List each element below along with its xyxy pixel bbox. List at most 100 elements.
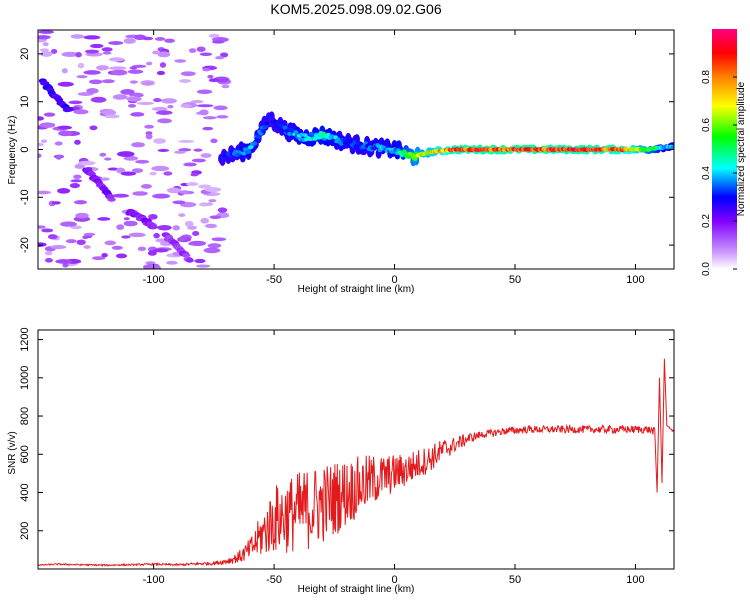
spectrogram-streak xyxy=(149,224,158,230)
spectrogram-speckle xyxy=(200,153,212,158)
spectrogram-heatmap xyxy=(38,30,674,269)
spectrogram-speckle xyxy=(108,41,124,45)
y-tick-label: 200 xyxy=(19,522,31,540)
spectrogram-speckle xyxy=(207,243,222,249)
spectrogram-speckle xyxy=(152,50,159,55)
spectrogram-speckle xyxy=(77,160,96,166)
spectrogram-speckle xyxy=(101,252,108,258)
spectrogram-speckle xyxy=(215,56,225,60)
spectrogram-speckle xyxy=(57,125,72,130)
spectrogram-speckle xyxy=(196,46,206,52)
spectrogram-speckle xyxy=(121,235,131,239)
x-tick-label: 100 xyxy=(626,274,644,286)
spectrogram-y-label: Frequency (Hz) xyxy=(7,116,18,185)
spectrogram-speckle xyxy=(145,261,156,265)
spectrogram-speckle xyxy=(97,217,111,221)
spectrogram-speckle xyxy=(102,51,112,55)
spectrogram-ridge xyxy=(248,144,254,149)
spectrogram-ridge xyxy=(347,138,353,143)
spectrogram-ridge xyxy=(671,145,674,150)
spectrogram-speckle xyxy=(73,200,88,205)
spectrogram-speckle xyxy=(204,187,222,193)
spectrogram-speckle xyxy=(75,212,89,219)
spectrogram-speckle xyxy=(167,104,174,109)
spectrogram-speckle xyxy=(38,35,51,40)
spectrogram-speckle xyxy=(196,89,213,95)
spectrogram-speckle xyxy=(208,78,219,83)
spectrogram-speckle xyxy=(89,125,98,131)
spectrogram-speckle xyxy=(174,150,186,154)
spectrogram-speckle xyxy=(126,96,142,102)
spectrogram-speckle xyxy=(101,47,113,52)
spectrogram-speckle xyxy=(101,79,115,84)
spectrogram-ridge xyxy=(308,131,314,136)
spectrogram-speckle xyxy=(70,225,82,230)
spectrogram-speckle xyxy=(145,133,153,140)
spectrogram-streak xyxy=(182,252,191,258)
spectrogram-speckle xyxy=(144,124,154,129)
spectrogram-speckle xyxy=(196,104,214,108)
spectrogram-speckle xyxy=(193,148,203,152)
spectrogram-speckle xyxy=(77,62,85,69)
colorbar-tick-label: 0.4 xyxy=(701,166,712,180)
spectrogram-speckle xyxy=(38,116,44,121)
spectrogram-speckle xyxy=(65,239,77,244)
spectrogram-speckle xyxy=(40,139,48,143)
spectrogram-speckle xyxy=(208,33,220,38)
spectrogram-speckle xyxy=(115,253,128,259)
spectrogram-speckle xyxy=(216,115,229,119)
spectrogram-speckle xyxy=(178,213,186,217)
spectrogram-speckle xyxy=(55,154,62,160)
x-tick-label: -100 xyxy=(143,574,165,586)
spectrogram-speckle xyxy=(130,112,145,117)
spectrogram-speckle xyxy=(45,258,53,263)
spectrogram-speckle xyxy=(206,202,213,206)
spectrogram-speckle xyxy=(43,112,56,117)
spectrogram-speckle xyxy=(61,68,68,74)
spectrogram-speckle xyxy=(83,232,96,236)
spectrogram-speckle xyxy=(179,79,192,83)
spectrogram-speckle xyxy=(38,190,51,195)
spectrogram-speckle xyxy=(163,171,173,176)
spectrogram-speckle xyxy=(69,182,81,189)
spectrogram-speckle xyxy=(202,126,214,131)
spectrogram-speckle xyxy=(202,116,217,120)
spectrogram-speckle xyxy=(58,130,73,137)
spectrogram-speckle xyxy=(140,183,153,189)
spectrogram-speckle xyxy=(190,100,204,104)
y-tick-label: 10 xyxy=(19,96,31,108)
spectrogram-speckle xyxy=(153,98,162,103)
spectrogram-speckle xyxy=(129,80,138,84)
spectrogram-speckle xyxy=(157,118,172,124)
spectrogram-speckle xyxy=(38,30,54,34)
spectrogram-speckle xyxy=(41,228,54,233)
spectrogram-ridge xyxy=(267,117,273,122)
spectrogram-speckle xyxy=(157,148,170,153)
spectrogram-speckle xyxy=(213,105,228,111)
spectrogram-speckle xyxy=(183,162,197,167)
spectrogram-speckle xyxy=(209,215,222,219)
spectrogram-speckle xyxy=(73,174,82,180)
spectrogram-speckle xyxy=(70,34,85,39)
y-tick-label: 0 xyxy=(19,146,31,152)
spectrogram-speckle xyxy=(116,167,126,174)
spectrogram-speckle xyxy=(104,240,117,246)
spectrogram-speckle xyxy=(146,61,153,66)
spectrogram-speckle xyxy=(178,139,195,143)
spectrogram-speckle xyxy=(92,256,106,261)
x-tick-label: -50 xyxy=(266,274,282,286)
spectrogram-speckle xyxy=(135,159,150,164)
spectrogram-speckle xyxy=(42,42,49,47)
colorbar-tick-label: 0.2 xyxy=(701,214,712,228)
x-tick-label: -100 xyxy=(143,274,165,286)
spectrogram-speckle xyxy=(179,190,191,195)
spectrogram-speckle xyxy=(104,114,120,119)
spectrogram-speckle xyxy=(104,157,112,161)
spectrogram-speckle xyxy=(174,59,187,63)
spectrogram-speckle xyxy=(194,258,206,264)
spectrogram-speckle xyxy=(221,84,230,89)
spectrogram-speckle xyxy=(38,225,46,229)
spectrogram-speckle xyxy=(40,51,53,57)
